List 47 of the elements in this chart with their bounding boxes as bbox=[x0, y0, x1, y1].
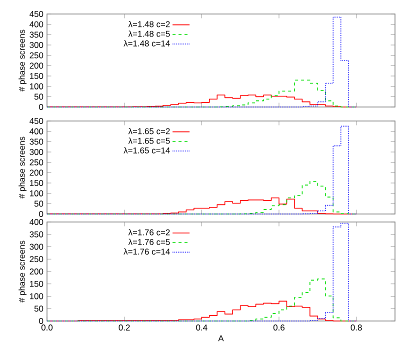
legend-label: λ=1.65 c=14 bbox=[124, 147, 170, 154]
y-tick-label: 100 bbox=[30, 190, 44, 196]
y-tick-label: 200 bbox=[30, 170, 44, 176]
y-tick-label: 300 bbox=[30, 244, 44, 250]
legend-label: λ=1.76 c=2 bbox=[128, 229, 170, 236]
x-tick-label: 0.8 bbox=[350, 324, 362, 331]
y-tick-label: 0 bbox=[39, 104, 44, 110]
x-tick-label: 0.4 bbox=[196, 324, 208, 331]
y-tick-label: 250 bbox=[30, 159, 44, 166]
y-tick-label: 100 bbox=[30, 83, 44, 90]
y-tick-label: 100 bbox=[30, 293, 44, 300]
y-axis-title: # phase screens bbox=[18, 240, 27, 303]
y-tick-label: 450 bbox=[30, 11, 44, 17]
legend-label: λ=1.48 c=14 bbox=[124, 40, 170, 46]
y-tick-label: 150 bbox=[30, 73, 44, 79]
y-tick-label: 400 bbox=[30, 128, 44, 134]
y-tick-label: 150 bbox=[30, 180, 44, 186]
y-axis-title: # phase screens bbox=[18, 30, 27, 92]
y-tick-label: 0 bbox=[39, 211, 44, 217]
y-axis-title: # phase screens bbox=[18, 136, 27, 199]
y-tick-label: 350 bbox=[30, 138, 44, 145]
y-tick-label: 50 bbox=[34, 200, 44, 207]
y-tick-label: 50 bbox=[34, 94, 44, 100]
y-tick-label: 0 bbox=[39, 318, 44, 324]
y-tick-label: 300 bbox=[30, 149, 44, 155]
legend-label: λ=1.65 c=2 bbox=[128, 128, 170, 134]
x-axis-title: A bbox=[218, 335, 224, 342]
y-tick-label: 400 bbox=[30, 21, 44, 28]
y-tick-label: 200 bbox=[30, 268, 44, 274]
y-tick-label: 350 bbox=[30, 231, 44, 238]
y-tick-label: 450 bbox=[30, 118, 44, 124]
y-tick-label: 50 bbox=[34, 306, 44, 312]
y-tick-label: 250 bbox=[30, 52, 44, 58]
legend-label: λ=1.76 c=14 bbox=[124, 248, 170, 255]
x-tick-label: 0.2 bbox=[118, 324, 130, 331]
legend-label: λ=1.48 c=5 bbox=[128, 30, 170, 37]
y-tick-label: 150 bbox=[30, 280, 44, 287]
y-tick-label: 200 bbox=[30, 62, 44, 69]
legend-label: λ=1.76 c=5 bbox=[128, 238, 170, 245]
y-tick-label: 400 bbox=[30, 219, 44, 225]
legend-label: λ=1.65 c=5 bbox=[128, 138, 170, 144]
y-tick-label: 350 bbox=[30, 32, 44, 38]
x-tick-label: 0.0 bbox=[41, 324, 53, 331]
y-tick-label: 300 bbox=[30, 42, 44, 48]
y-tick-label: 250 bbox=[30, 256, 44, 262]
legend-label: λ=1.48 c=2 bbox=[128, 20, 170, 28]
x-tick-label: 0.6 bbox=[273, 324, 285, 331]
